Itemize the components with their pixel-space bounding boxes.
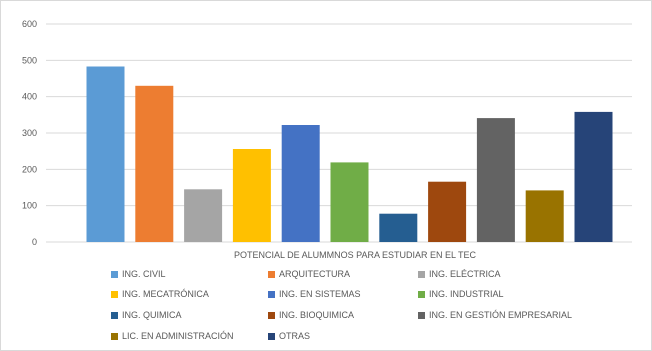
y-tick-label: 400 [22,92,37,102]
bars [86,66,613,243]
x-axis-label: POTENCIAL DE ALUMMNOS PARA ESTUDIAR EN E… [234,250,477,260]
bar-8 [428,181,467,242]
y-tick-label: 200 [22,164,37,174]
bar-5 [281,125,320,242]
y-axis-ticks: 0 100 200 300 400 500 600 [22,19,37,247]
bar-2 [135,85,174,242]
y-tick-label: 300 [22,128,37,138]
bar-6 [330,162,369,242]
y-tick-label: 100 [22,201,37,211]
bar-4 [232,149,271,242]
y-tick-label: 500 [22,55,37,65]
bar-11 [574,111,613,243]
bar-7 [379,213,418,242]
bar-3 [184,189,223,242]
bar-10 [525,190,564,242]
bar-1 [86,66,125,242]
y-tick-label: 600 [22,19,37,29]
y-tick-label: 0 [32,237,37,247]
bar-9 [476,118,515,242]
